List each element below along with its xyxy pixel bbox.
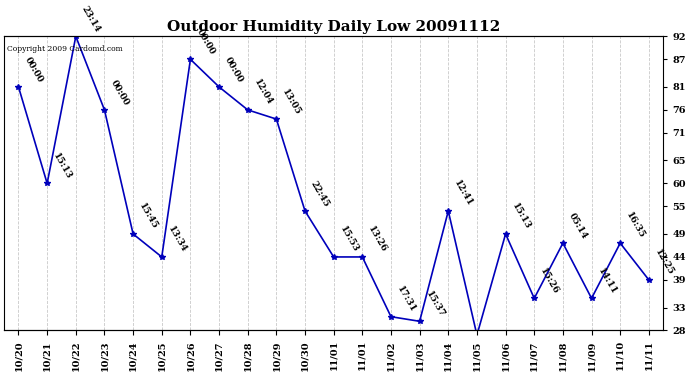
Text: 23:14: 23:14	[80, 4, 102, 34]
Text: 15:13: 15:13	[510, 202, 532, 231]
Text: 15:37: 15:37	[424, 289, 446, 318]
Text: 16:35: 16:35	[624, 211, 647, 240]
Text: 14:22: 14:22	[0, 374, 1, 375]
Text: 15:53: 15:53	[338, 225, 360, 254]
Text: 00:00: 00:00	[195, 28, 217, 57]
Text: 14:11: 14:11	[595, 266, 618, 296]
Text: 13:26: 13:26	[366, 225, 388, 254]
Text: 17:31: 17:31	[395, 284, 417, 314]
Text: 00:00: 00:00	[224, 56, 245, 84]
Text: 22:45: 22:45	[309, 179, 331, 208]
Title: Outdoor Humidity Daily Low 20091112: Outdoor Humidity Daily Low 20091112	[167, 20, 500, 34]
Text: 13:05: 13:05	[281, 87, 303, 116]
Text: Copyright 2009 Cardomd.com: Copyright 2009 Cardomd.com	[8, 45, 124, 53]
Text: 13:34: 13:34	[166, 225, 188, 254]
Text: 00:00: 00:00	[23, 56, 44, 84]
Text: 15:13: 15:13	[51, 151, 74, 181]
Text: 05:14: 05:14	[567, 211, 589, 240]
Text: 12:04: 12:04	[252, 78, 274, 107]
Text: 15:26: 15:26	[538, 266, 560, 296]
Text: 00:00: 00:00	[108, 78, 130, 107]
Text: 12:41: 12:41	[453, 179, 475, 208]
Text: 12:25: 12:25	[653, 248, 675, 277]
Text: 15:45: 15:45	[137, 202, 159, 231]
